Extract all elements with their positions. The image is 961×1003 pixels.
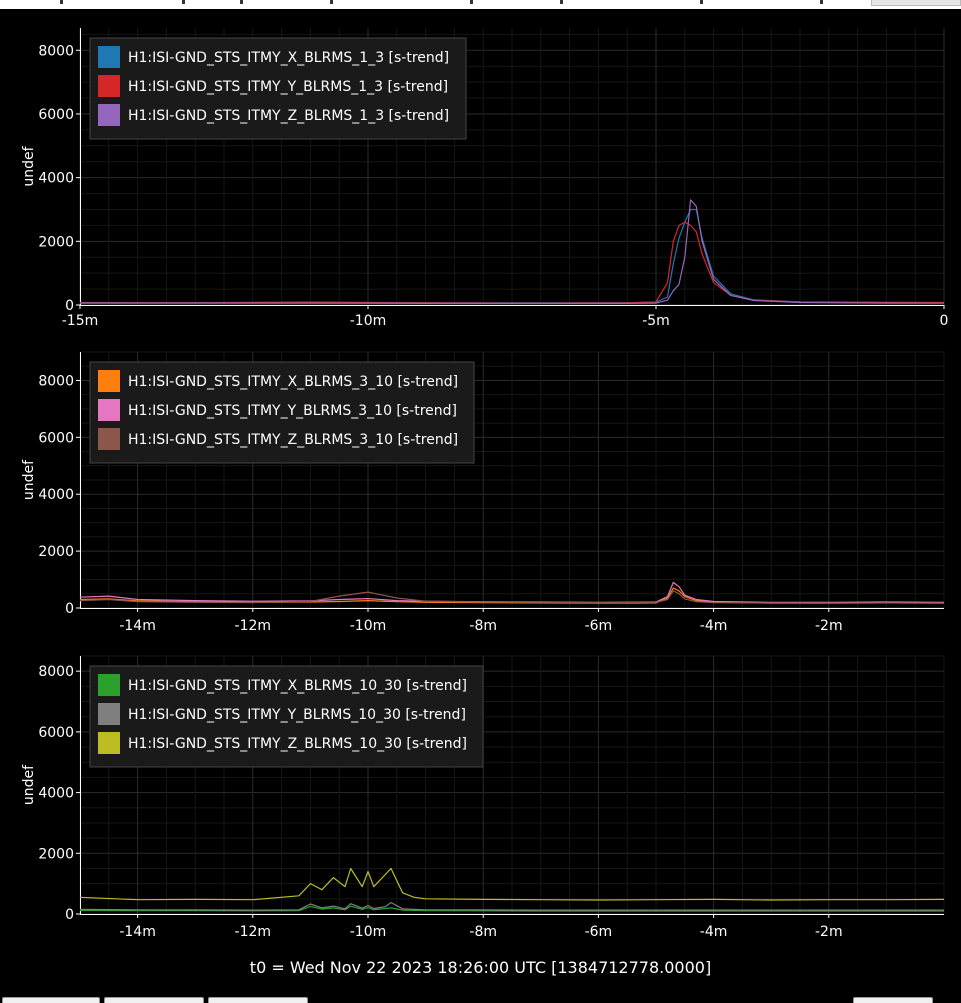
y-tick-label: 6000 [38,725,74,741]
legend-swatch[interactable] [98,674,120,696]
series-line-1[interactable] [80,905,944,912]
y-tick-label: 8000 [38,664,74,680]
x-tick-label: -12m [235,618,272,634]
bottom-tab[interactable] [208,997,308,1003]
plot-panel-blrms-1-3[interactable]: 0 2000 4000 6000 8000 -15m -10m -5m 0 undef H1:ISI… [0,9,961,332]
y-tick-label: 6000 [38,430,74,446]
plot-panel-blrms-10-30[interactable]: 0 2000 4000 6000 8000 -14m -12m -10m -8m -6m -4m -2… [0,638,961,948]
x-tick-label: -8m [469,618,497,634]
series-line-3[interactable] [80,867,944,901]
y-axis-label: undef [21,145,37,186]
bottom-tab-strip [0,996,961,1003]
legend-entry-label[interactable]: H1:ISI-GND_STS_ITMY_X_BLRMS_10_30 [s-tre… [128,678,467,694]
legend-swatch[interactable] [98,75,120,97]
x-tick-label: -4m [700,924,728,940]
y-tick-label: 2000 [38,234,74,250]
x-tick-label: -6m [585,924,613,940]
y-tick-label: 6000 [38,107,74,123]
legend-swatch[interactable] [98,732,120,754]
legend-entry-label[interactable]: H1:ISI-GND_STS_ITMY_Z_BLRMS_1_3 [s-trend… [128,108,449,124]
plot-svg[interactable]: 0 2000 4000 6000 8000 -14m -12m -10m -8m -6m -4m -2… [0,332,961,638]
toolbar-notch [700,0,703,4]
legend-swatch[interactable] [98,428,120,450]
legend[interactable]: H1:ISI-GND_STS_ITMY_X_BLRMS_10_30 [s-tre… [89,665,484,768]
x-tick-label: -14m [119,924,156,940]
x-tick-label: -10m [350,313,387,329]
y-tick-label: 0 [65,298,74,314]
legend-box [89,665,484,768]
y-tick-label: 0 [65,601,74,617]
y-tick-label: 4000 [38,171,74,187]
grid [79,655,945,915]
x-tick-label: -6m [585,618,613,634]
y-tick-label: 2000 [38,544,74,560]
series-line-3[interactable] [80,590,944,604]
series-line-2[interactable] [80,901,944,911]
y-tick-label: 8000 [38,43,74,59]
toolbar-notch [182,0,185,4]
x-tick-label: -12m [235,924,272,940]
toolbar-notch [820,0,823,4]
legend-entry-label[interactable]: H1:ISI-GND_STS_ITMY_Y_BLRMS_3_10 [s-tren… [128,403,457,419]
legend[interactable]: H1:ISI-GND_STS_ITMY_X_BLRMS_3_10 [s-tren… [89,361,475,464]
bottom-tab[interactable] [853,997,933,1003]
x-tick-label: -2m [815,924,843,940]
y-tick-label: 0 [65,907,74,923]
bottom-tab[interactable] [2,997,100,1003]
x-tick-label: -10m [350,618,387,634]
x-tick-label: -15m [62,313,99,329]
series-group [80,199,944,304]
plot-panel-blrms-3-10[interactable]: 0 2000 4000 6000 8000 -14m -12m -10m -8m -6m -4m -2… [0,332,961,638]
plot-svg[interactable]: 0 2000 4000 6000 8000 -15m -10m -5m 0 undef H1:ISI… [0,9,961,332]
toolbar-button[interactable] [871,0,961,6]
toolbar-notch [60,0,63,4]
legend-entry-label[interactable]: H1:ISI-GND_STS_ITMY_Z_BLRMS_3_10 [s-tren… [128,432,458,448]
legend-swatch[interactable] [98,399,120,421]
y-tick-label: 4000 [38,786,74,802]
series-group [80,867,944,912]
legend-entry-label[interactable]: H1:ISI-GND_STS_ITMY_X_BLRMS_3_10 [s-tren… [128,374,458,390]
toolbar-notch [470,0,473,4]
plot-svg[interactable]: 0 2000 4000 6000 8000 -14m -12m -10m -8m -6m -4m -2… [0,638,961,948]
x-tick-label: -5m [642,313,670,329]
toolbar-notch [240,0,243,4]
bottom-tab[interactable] [104,997,204,1003]
legend-entry-label[interactable]: H1:ISI-GND_STS_ITMY_Z_BLRMS_10_30 [s-tre… [128,736,467,752]
legend-swatch[interactable] [98,703,120,725]
x-tick-label: -8m [469,924,497,940]
y-tick-label: 2000 [38,846,74,862]
legend-swatch[interactable] [98,104,120,126]
x-tick-label: 0 [940,313,949,329]
y-tick-label: 4000 [38,487,74,503]
series-line-3[interactable] [80,199,944,304]
toolbar-notch [330,0,333,4]
t0-timestamp-label: t0 = Wed Nov 22 2023 18:26:00 UTC [13847… [249,958,712,977]
legend-swatch[interactable] [98,370,120,392]
top-toolbar-strip [0,0,961,9]
x-tick-label: -10m [350,924,387,940]
y-axis-label: undef [21,764,37,805]
legend-box [89,361,475,464]
legend[interactable]: H1:ISI-GND_STS_ITMY_X_BLRMS_1_3 [s-trend… [89,37,467,140]
x-tick-label: -2m [815,618,843,634]
x-tick-label: -4m [700,618,728,634]
series-group [80,581,944,604]
y-axis-label: undef [21,459,37,500]
legend-entry-label[interactable]: H1:ISI-GND_STS_ITMY_Y_BLRMS_10_30 [s-tre… [128,707,466,723]
legend-swatch[interactable] [98,46,120,68]
legend-box [89,37,467,140]
x-tick-label: -14m [119,618,156,634]
toolbar-notch [560,0,563,4]
y-tick-label: 8000 [38,373,74,389]
legend-entry-label[interactable]: H1:ISI-GND_STS_ITMY_Y_BLRMS_1_3 [s-trend… [128,79,448,95]
legend-entry-label[interactable]: H1:ISI-GND_STS_ITMY_X_BLRMS_1_3 [s-trend… [128,50,449,66]
